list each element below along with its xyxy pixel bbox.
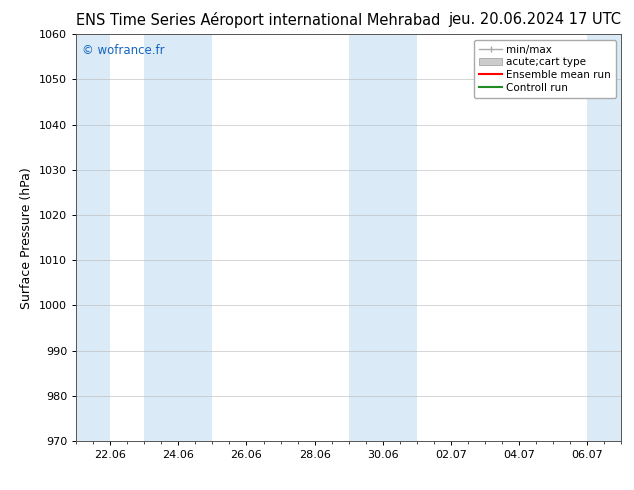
Y-axis label: Surface Pressure (hPa): Surface Pressure (hPa) bbox=[20, 167, 34, 309]
Bar bbox=[349, 34, 417, 441]
Bar bbox=[144, 34, 212, 441]
Text: © wofrance.fr: © wofrance.fr bbox=[82, 45, 164, 57]
Bar bbox=[76, 34, 110, 441]
Text: jeu. 20.06.2024 17 UTC: jeu. 20.06.2024 17 UTC bbox=[448, 12, 621, 27]
Text: ENS Time Series Aéroport international Mehrabad: ENS Time Series Aéroport international M… bbox=[76, 12, 441, 28]
Legend: min/max, acute;cart type, Ensemble mean run, Controll run: min/max, acute;cart type, Ensemble mean … bbox=[474, 40, 616, 98]
Bar bbox=[587, 34, 621, 441]
